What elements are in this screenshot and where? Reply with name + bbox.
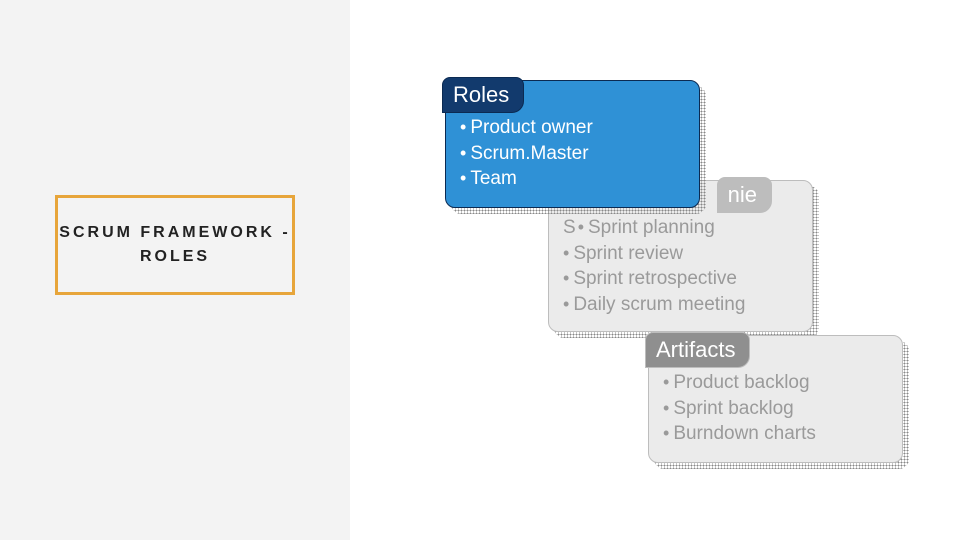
title-text: SCRUM FRAMEWORK - ROLES [58, 221, 292, 269]
card-header-text: Artifacts [656, 337, 735, 362]
list-item: •Product backlog [663, 370, 888, 396]
list-item-text: Sprint backlog [673, 396, 793, 422]
title-box: SCRUM FRAMEWORK - ROLES [55, 195, 295, 295]
list-item-text: Burndown charts [673, 421, 816, 447]
card-roles: Roles •Product owner•Scrum.Master•Team [445, 80, 700, 208]
list-item-text: Product owner [470, 115, 593, 141]
bullet-icon: • [563, 241, 569, 265]
list-item: •Team [460, 166, 685, 192]
card-header-roles: Roles [442, 77, 524, 113]
list-item: •Sprint retrospective [563, 266, 798, 292]
bullet-icon: • [460, 115, 466, 139]
list-item-text: Product backlog [673, 370, 809, 396]
card-header-artifacts: Artifacts [645, 332, 750, 368]
list-item: •Burndown charts [663, 421, 888, 447]
bullet-icon: • [563, 292, 569, 316]
bullet-icon: • [663, 421, 669, 445]
list-item-text: Sprint planning [588, 215, 715, 241]
list-item: •Sprint backlog [663, 396, 888, 422]
bullet-icon: • [563, 266, 569, 290]
bullet-icon: • [578, 215, 584, 239]
list-item-text: Sprint retrospective [573, 266, 737, 292]
bullet-icon: • [663, 370, 669, 394]
bullet-icon: • [460, 141, 466, 165]
card-header-text: nie [728, 182, 757, 207]
card-header-text: Roles [453, 82, 509, 107]
list-item-text: Sprint review [573, 241, 683, 267]
list-item: •Scrum.Master [460, 141, 685, 167]
list-item: •Daily scrum meeting [563, 292, 798, 318]
card-artifacts: Artifacts •Product backlog•Sprint backlo… [648, 335, 903, 463]
list-item: •Sprint review [563, 241, 798, 267]
list-item: S•Sprint planning [563, 215, 798, 241]
prefix-text: S [563, 215, 576, 241]
list-item-text: Daily scrum meeting [573, 292, 745, 318]
bullet-icon: • [663, 396, 669, 420]
list-item: •Product owner [460, 115, 685, 141]
card-header-ceremonies: nie [717, 177, 772, 213]
bullet-icon: • [460, 166, 466, 190]
list-item-text: Scrum.Master [470, 141, 588, 167]
list-item-text: Team [470, 166, 516, 192]
